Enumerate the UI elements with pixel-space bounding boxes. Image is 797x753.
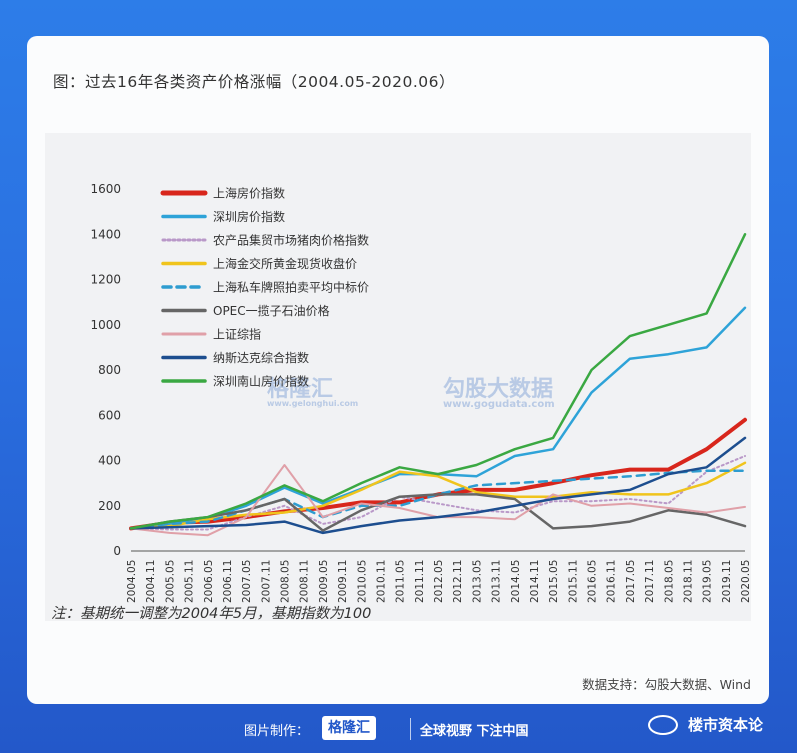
y-tick-label: 400 — [98, 454, 121, 468]
watermark-right: 勾股大数据 — [443, 377, 554, 402]
series-line — [129, 436, 747, 535]
legend-label: 深圳房价指数 — [213, 209, 285, 224]
y-tick-label: 1200 — [90, 273, 121, 287]
legend-label: 上海房价指数 — [213, 186, 285, 201]
x-tick-label: 2019.11 — [721, 560, 733, 603]
x-tick-label: 2006.05 — [203, 560, 215, 603]
watermark-left: 格隆汇 — [267, 377, 334, 402]
series-line — [129, 469, 747, 530]
chart-area: 格隆汇 www.gelonghui.com 勾股大数据 www.gogudata… — [45, 133, 751, 621]
x-tick-label: 2012.05 — [433, 560, 445, 603]
x-tick-label: 2010.11 — [375, 560, 387, 603]
y-tick-label: 200 — [98, 499, 121, 513]
x-tick-label: 2009.05 — [318, 560, 330, 603]
x-tick-label: 2009.11 — [337, 560, 349, 603]
x-tick-label: 2008.11 — [299, 560, 311, 603]
x-tick-label: 2007.05 — [241, 560, 253, 603]
footer-made-by: 图片制作： — [244, 724, 310, 739]
y-tick-label: 1000 — [90, 318, 121, 332]
data-source: 数据支持：勾股大数据、Wind — [582, 677, 751, 692]
series-line — [129, 233, 747, 530]
x-tick-label: 2016.05 — [587, 560, 599, 603]
legend-label: OPEC一揽子石油价格 — [213, 303, 330, 318]
x-tick-label: 2004.11 — [145, 560, 157, 603]
x-tick-label: 2013.05 — [471, 560, 483, 603]
watermark-right-url: www.gogudata.com — [443, 399, 555, 410]
legend-label: 深圳南山房价指数 — [213, 374, 309, 389]
x-tick-label: 2017.05 — [625, 560, 637, 603]
legend-label: 农产品集贸市场猪肉价格指数 — [213, 233, 369, 248]
y-tick-label: 800 — [98, 363, 121, 377]
footer-slogan: 全球视野 下注中国 — [420, 724, 529, 739]
x-tick-label: 2008.05 — [280, 560, 292, 603]
x-tick-label: 2012.11 — [452, 560, 464, 603]
y-tick-label: 1600 — [90, 182, 121, 196]
y-tick-label: 1400 — [90, 227, 121, 241]
x-tick-label: 2007.11 — [260, 560, 272, 603]
x-tick-label: 2006.11 — [222, 560, 234, 603]
x-tick-label: 2015.05 — [548, 560, 560, 603]
x-tick-label: 2013.11 — [491, 560, 503, 603]
x-tick-label: 2005.05 — [164, 560, 176, 603]
series-line — [129, 493, 747, 532]
footer-account-name: 楼市资本论 — [688, 716, 764, 734]
x-tick-label: 2004.05 — [126, 560, 138, 603]
series-line — [129, 461, 747, 530]
legend-label: 上海私车牌照拍卖平均中标价 — [213, 280, 369, 295]
wechat-icon — [648, 715, 678, 735]
x-tick-label: 2019.05 — [702, 560, 714, 603]
x-tick-label: 2005.11 — [184, 560, 196, 603]
footer-brand-logo: 格隆汇 — [322, 716, 376, 740]
y-tick-label: 0 — [113, 544, 121, 558]
x-tick-label: 2014.05 — [510, 560, 522, 603]
x-tick-label: 2018.05 — [663, 560, 675, 603]
footer: 图片制作： 格隆汇 全球视野 下注中国 楼市资本论 — [0, 712, 797, 752]
x-tick-label: 2015.11 — [567, 560, 579, 603]
series-line — [130, 455, 746, 531]
x-tick-label: 2011.11 — [414, 560, 426, 603]
legend-label: 上证综指 — [213, 327, 261, 342]
footer-divider — [410, 718, 411, 740]
chart-card: 图：过去16年各类资产价格涨幅（2004.05-2020.06） 格隆汇 www… — [27, 36, 769, 704]
line-chart: 0 200 400 600 800 1000 1200 1400 1600 2004.05 2004… — [90, 182, 751, 603]
watermark-left-url: www.gelonghui.com — [267, 399, 359, 408]
x-tick-label: 2014.11 — [529, 560, 541, 603]
chart-title: 图：过去16年各类资产价格涨幅（2004.05-2020.06） — [53, 73, 456, 91]
x-tick-label: 2020.05 — [740, 560, 751, 603]
chart-note: 注：基期统一调整为2004年5月，基期指数为100 — [51, 606, 372, 622]
x-tick-label: 2016.11 — [606, 560, 618, 603]
x-tick-label: 2011.05 — [395, 560, 407, 603]
x-tick-label: 2010.05 — [356, 560, 368, 603]
legend-label: 纳斯达克综合指数 — [213, 350, 309, 365]
legend-label: 上海金交所黄金现货收盘价 — [213, 256, 357, 271]
x-tick-label: 2017.11 — [644, 560, 656, 603]
x-tick-label: 2018.11 — [682, 560, 694, 603]
y-tick-label: 600 — [98, 408, 121, 422]
